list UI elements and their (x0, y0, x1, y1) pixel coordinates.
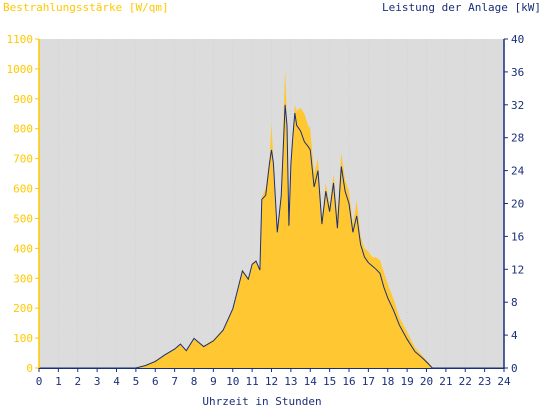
left-tick-label: 1000 (7, 63, 34, 76)
x-tick-label: 21 (439, 375, 452, 388)
left-tick-label: 900 (13, 93, 33, 106)
x-tick-label: 4 (113, 375, 120, 388)
left-tick-label: 800 (13, 123, 33, 136)
left-tick-label: 100 (13, 332, 33, 345)
x-tick-label: 12 (265, 375, 278, 388)
right-tick-label: 8 (511, 296, 518, 309)
x-axis-title: Uhrzeit in Stunden (202, 395, 321, 408)
left-tick-label: 600 (13, 183, 33, 196)
right-tick-label: 24 (511, 165, 525, 178)
left-axis-title: Bestrahlungsstärke [W/qm] (3, 1, 169, 14)
x-tick-label: 18 (381, 375, 394, 388)
x-tick-label: 20 (420, 375, 433, 388)
x-tick-label: 10 (226, 375, 239, 388)
left-axis-ticks: 0 100 200 300 400 500 600 700 800 900 1000 1100 (7, 33, 39, 375)
x-tick-label: 8 (191, 375, 198, 388)
right-tick-label: 40 (511, 33, 524, 46)
left-tick-label: 1100 (7, 33, 34, 46)
x-tick-label: 3 (94, 375, 101, 388)
right-tick-label: 12 (511, 263, 524, 276)
left-tick-label: 300 (13, 272, 33, 285)
right-axis-ticks: 0 4 8 12 16 20 24 28 32 36 40 (504, 33, 525, 375)
power-line (39, 104, 504, 369)
x-tick-label: 19 (401, 375, 414, 388)
x-tick-label: 24 (497, 375, 511, 388)
right-tick-label: 32 (511, 99, 524, 112)
x-tick-label: 1 (55, 375, 62, 388)
right-tick-label: 4 (511, 329, 518, 342)
right-tick-label: 0 (511, 362, 518, 375)
irradiance-area (39, 67, 504, 369)
x-tick-label: 13 (284, 375, 297, 388)
right-tick-label: 36 (511, 66, 524, 79)
x-tick-label: 5 (133, 375, 140, 388)
x-tick-label: 15 (323, 375, 336, 388)
left-tick-label: 400 (13, 242, 33, 255)
x-tick-label: 16 (342, 375, 355, 388)
x-tick-label: 23 (478, 375, 491, 388)
right-tick-label: 20 (511, 198, 524, 211)
x-tick-label: 9 (210, 375, 217, 388)
x-tick-label: 6 (152, 375, 159, 388)
x-axis-ticks: 0 1 2 3 4 5 6 7 8 9 10 11 12 13 14 15 16 17 18 19 20 21 22 23 24 (36, 368, 511, 388)
x-tick-label: 14 (304, 375, 318, 388)
x-tick-label: 7 (171, 375, 178, 388)
x-tick-label: 0 (36, 375, 43, 388)
x-tick-label: 11 (246, 375, 259, 388)
left-tick-label: 700 (13, 153, 33, 166)
left-tick-label: 500 (13, 212, 33, 225)
right-tick-label: 16 (511, 230, 524, 243)
left-tick-label: 200 (13, 302, 33, 315)
right-tick-label: 28 (511, 132, 524, 145)
right-axis-title: Leistung der Anlage [kW] (382, 1, 541, 14)
left-tick-label: 0 (26, 362, 33, 375)
x-tick-label: 22 (459, 375, 472, 388)
x-tick-label: 17 (362, 375, 375, 388)
x-tick-label: 2 (74, 375, 81, 388)
gridlines (58, 39, 485, 368)
